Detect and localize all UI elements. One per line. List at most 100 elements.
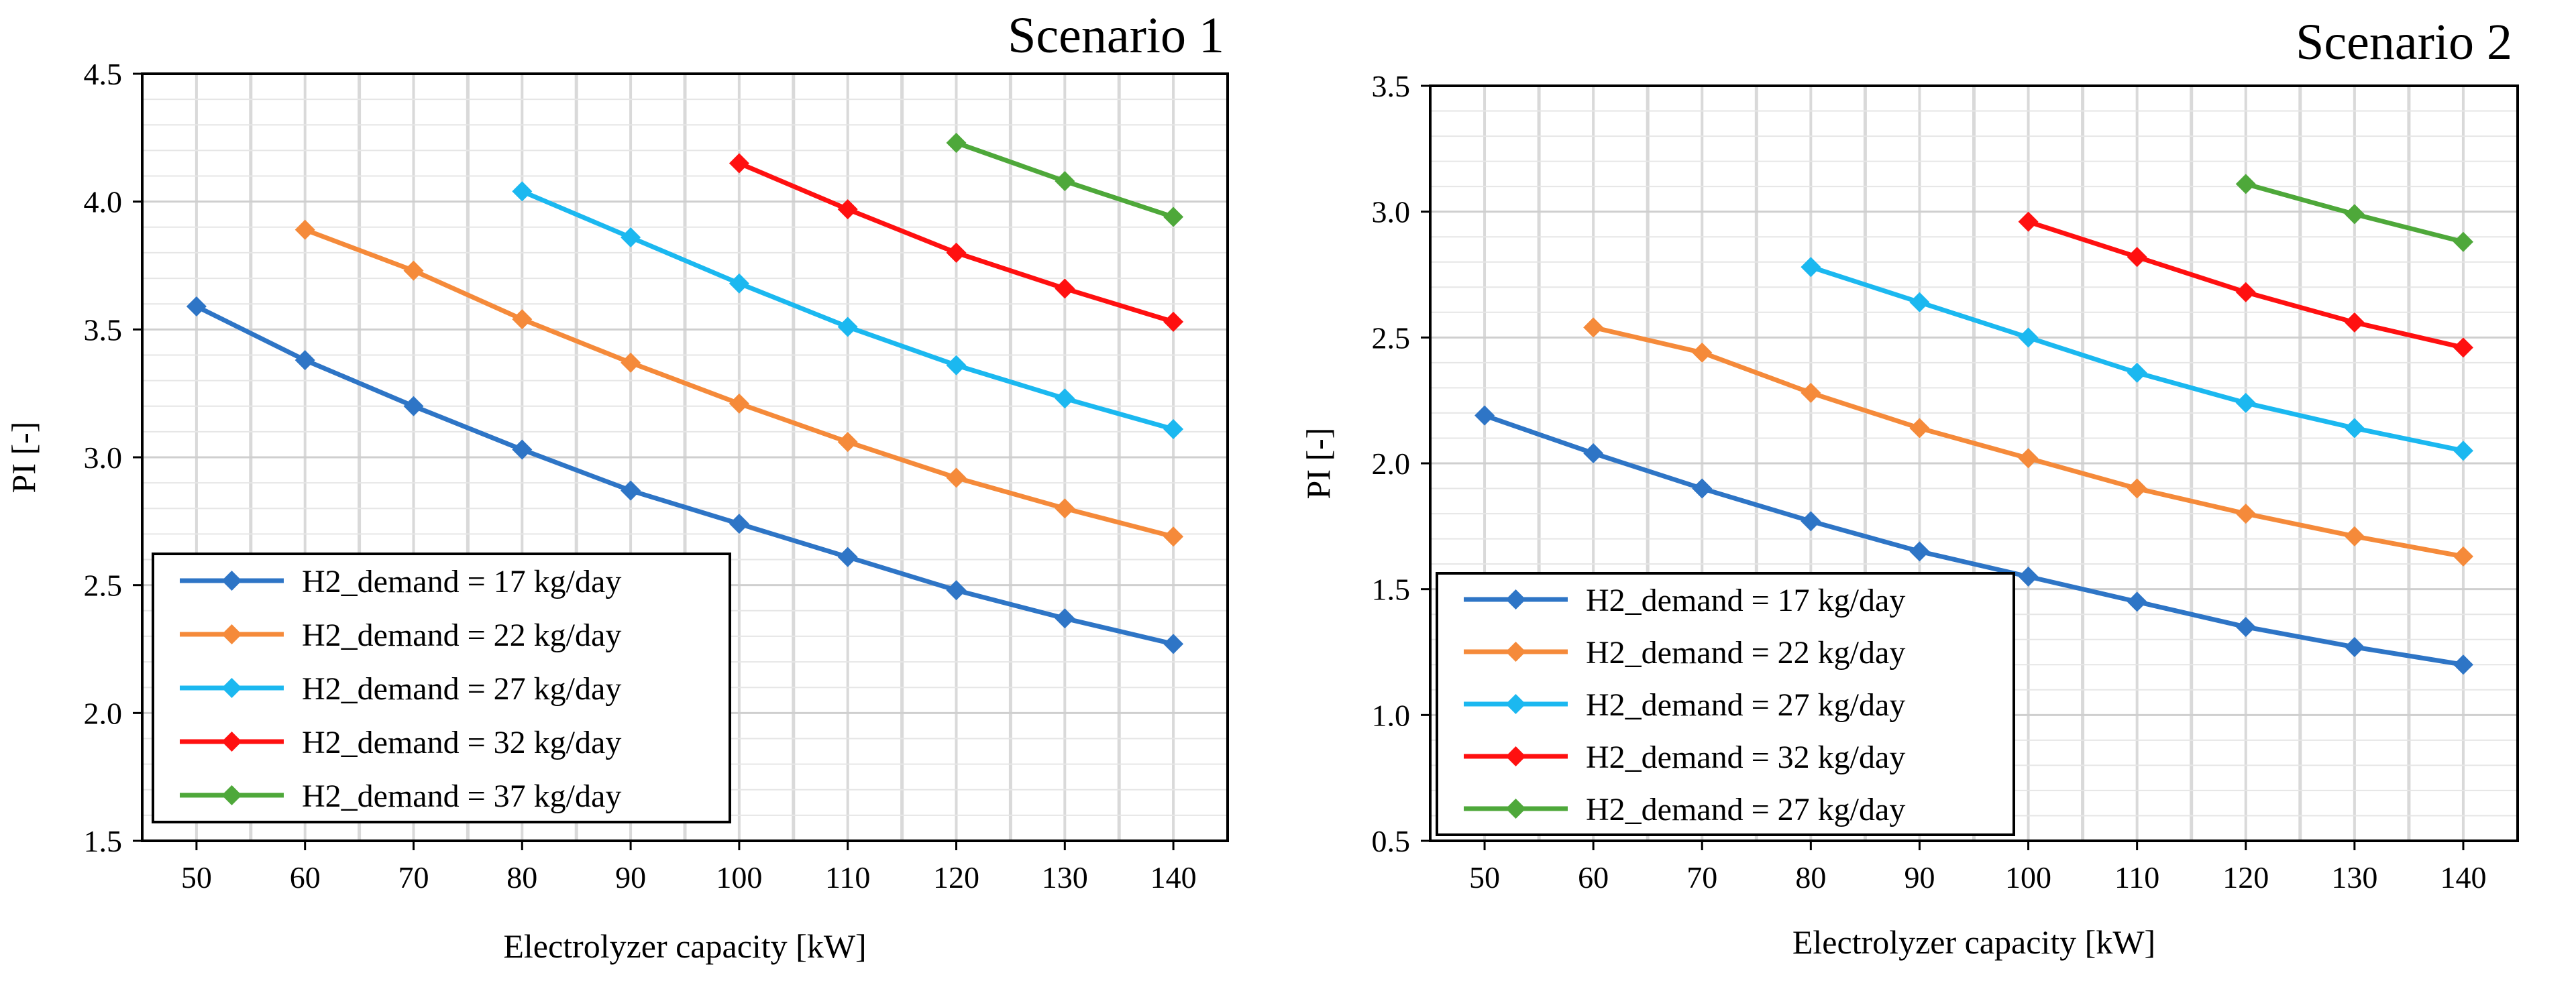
x-axis-title: Electrolyzer capacity [kW]	[503, 927, 866, 965]
data-point-marker	[2018, 211, 2039, 232]
y-tick-label: 1.5	[1372, 573, 1411, 607]
data-point-marker	[1909, 292, 1930, 312]
legend-entry-label: H2_demand = 22 kg/day	[302, 618, 621, 653]
x-tick-label: 70	[1686, 860, 1717, 894]
series-4	[729, 153, 1184, 332]
data-point-marker	[1801, 257, 1821, 278]
series-line	[1483, 413, 2464, 667]
data-point-marker	[2127, 362, 2147, 383]
series-5	[946, 132, 1184, 227]
y-tick-label: 2.5	[84, 569, 123, 603]
x-tick-label: 60	[1578, 860, 1609, 894]
data-point-marker	[946, 355, 967, 375]
data-point-marker	[729, 514, 749, 534]
y-tick-label: 4.0	[84, 185, 123, 219]
legend-swatch-marker	[1505, 694, 1526, 714]
data-point-marker	[2453, 337, 2473, 358]
series-1	[1474, 405, 2473, 675]
data-point-marker	[837, 316, 858, 337]
data-point-marker	[2018, 448, 2039, 469]
x-tick-label: 80	[1795, 860, 1826, 894]
legend-entry-label: H2_demand = 22 kg/day	[1586, 635, 1905, 671]
x-tick-label: 100	[716, 860, 762, 894]
series-3	[1801, 257, 2473, 461]
data-point-marker	[1583, 443, 1604, 463]
x-tick-label: 50	[181, 860, 212, 894]
data-point-marker	[1055, 608, 1075, 629]
data-point-marker	[1692, 342, 1713, 363]
data-point-marker	[1163, 419, 1184, 440]
legend-swatch-marker	[221, 732, 242, 752]
data-point-marker	[1163, 207, 1184, 227]
x-tick-label: 120	[933, 860, 979, 894]
data-point-marker	[1909, 418, 1930, 439]
data-point-marker	[2453, 441, 2473, 461]
legend-swatch-marker	[1505, 799, 1526, 819]
series-2	[1583, 317, 2473, 567]
chart-scenario-2: 50 60 70 80 90 100 110 120 130 140 0.5 1.0 1.5 2.0 2.5…	[1288, 0, 2576, 985]
y-tick-label: 2.0	[84, 696, 123, 730]
legend-swatch-marker	[221, 624, 242, 644]
chart-title: Scenario 1	[1008, 7, 1224, 64]
y-tick-label: 1.5	[84, 824, 123, 858]
y-tick-label: 4.5	[84, 57, 123, 91]
data-point-marker	[403, 396, 424, 416]
data-point-marker	[2018, 566, 2039, 587]
data-point-marker	[621, 227, 641, 248]
data-point-marker	[946, 242, 967, 263]
data-point-marker	[729, 273, 749, 294]
x-tick-label: 140	[2440, 860, 2486, 894]
legend-entry-label: H2_demand = 27 kg/day	[302, 671, 621, 707]
data-point-marker	[946, 580, 967, 601]
data-point-marker	[2453, 231, 2473, 252]
data-point-marker	[294, 219, 315, 240]
series-2	[294, 219, 1184, 547]
data-point-marker	[1801, 511, 1821, 532]
data-point-marker	[1055, 388, 1075, 409]
x-tick-label: 140	[1150, 860, 1197, 894]
series-line	[195, 304, 1174, 646]
chart-scenario-1: 50 60 70 80 90 100 110 120 130 140 1.5 2.0 2.5 3.0 3.5…	[5, 7, 1229, 965]
data-point-marker	[837, 546, 858, 567]
x-tick-label: 130	[2331, 860, 2377, 894]
legend-entry-label: H2_demand = 27 kg/day	[1586, 687, 1905, 723]
data-point-marker	[621, 480, 641, 501]
data-point-marker	[946, 467, 967, 488]
data-point-marker	[1692, 478, 1713, 499]
data-point-marker	[1801, 382, 1821, 403]
x-tick-label: 130	[1042, 860, 1088, 894]
data-point-marker	[1163, 634, 1184, 654]
y-tick-label: 2.0	[1372, 447, 1411, 481]
data-point-marker	[1055, 278, 1075, 299]
data-point-marker	[1055, 498, 1075, 519]
y-axis-title: PI [-]	[5, 422, 42, 494]
x-tick-label: 80	[506, 860, 537, 894]
data-point-marker	[837, 199, 858, 220]
y-axis-title: PI [-]	[1299, 428, 1337, 500]
data-point-marker	[2235, 392, 2256, 413]
data-point-marker	[512, 439, 533, 460]
legend-swatch-marker	[221, 571, 242, 591]
x-tick-label: 120	[2222, 860, 2269, 894]
data-point-marker	[2344, 636, 2365, 657]
x-tick-label: 110	[2114, 860, 2159, 894]
data-point-marker	[729, 153, 749, 174]
data-point-marker	[2235, 282, 2256, 302]
chart-scenario-2-svg: 50 60 70 80 90 100 110 120 130 140 0.5 1.0 1.5 2.0 2.5…	[1299, 14, 2519, 961]
x-axis-title: Electrolyzer capacity [kW]	[1792, 923, 2155, 961]
legend-swatch-marker	[221, 785, 242, 805]
data-point-marker	[403, 260, 424, 281]
data-point-marker	[621, 352, 641, 373]
data-point-marker	[2453, 546, 2473, 567]
legend-swatch-marker	[1505, 589, 1526, 610]
series-1	[186, 296, 1184, 654]
y-tick-label: 3.0	[84, 441, 123, 475]
series-5	[2235, 174, 2473, 252]
y-tick-label: 3.5	[1372, 69, 1411, 103]
series-3	[512, 181, 1184, 440]
y-tick-label: 0.5	[1372, 824, 1411, 858]
y-tick-label: 3.5	[84, 312, 123, 347]
x-tick-label: 90	[615, 860, 646, 894]
legend-swatch-marker	[1505, 746, 1526, 766]
data-point-marker	[512, 181, 533, 202]
